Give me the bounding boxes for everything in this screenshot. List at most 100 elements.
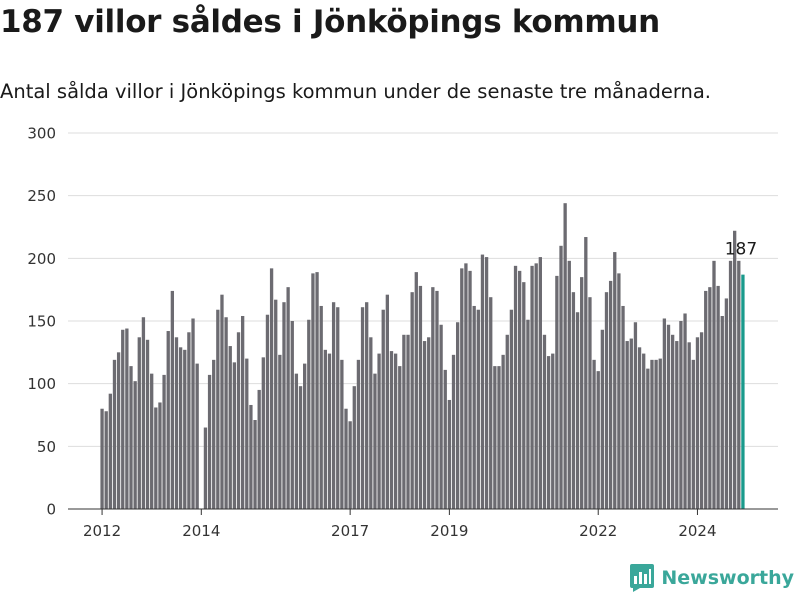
bar	[526, 319, 530, 509]
bar	[654, 359, 658, 509]
bar	[683, 313, 687, 509]
bar	[141, 317, 146, 509]
bar	[431, 287, 435, 509]
bar	[195, 363, 199, 509]
bar	[236, 332, 241, 509]
bar	[650, 359, 654, 509]
bar	[385, 294, 390, 509]
bar	[187, 332, 191, 509]
bar	[373, 373, 377, 509]
bar	[207, 374, 212, 509]
bar	[340, 359, 344, 509]
bar	[406, 334, 410, 509]
bar	[240, 315, 245, 509]
bar	[716, 285, 720, 509]
bar	[261, 357, 265, 509]
y-tick-label: 150	[27, 313, 56, 331]
bar	[377, 353, 381, 509]
chart-subtitle: Antal sålda villor i Jönköpings kommun u…	[0, 80, 711, 103]
x-tick-label: 2017	[331, 522, 369, 540]
bar	[398, 366, 402, 509]
bar	[298, 386, 303, 509]
bar	[613, 252, 617, 509]
bar	[708, 287, 712, 509]
bar	[278, 354, 282, 509]
bar	[145, 339, 150, 509]
bar	[174, 337, 179, 509]
bar	[546, 356, 551, 509]
bar	[728, 260, 733, 509]
y-tick-label: 200	[27, 250, 56, 268]
bar	[116, 352, 121, 509]
y-tick-label: 100	[27, 375, 56, 393]
bar	[480, 254, 485, 509]
bar	[460, 268, 464, 509]
bar	[331, 302, 336, 509]
bar	[435, 290, 439, 509]
bar	[617, 273, 621, 509]
bar	[468, 270, 472, 509]
newsworthy-logo-text: Newsworthy	[661, 567, 794, 589]
bar	[365, 302, 369, 509]
bar	[170, 290, 175, 509]
bar	[704, 290, 708, 509]
bar	[563, 203, 567, 509]
bar	[720, 315, 724, 509]
bar	[228, 346, 232, 509]
bar	[257, 389, 261, 509]
bar	[108, 393, 112, 509]
bar	[348, 421, 352, 509]
bar	[675, 341, 679, 509]
bar	[303, 363, 307, 509]
bar	[737, 260, 741, 509]
bar	[427, 337, 431, 509]
bar	[534, 263, 538, 509]
bar	[551, 353, 555, 509]
y-axis-ticks: 0 50 100 150 200 250 300	[27, 125, 56, 519]
bar	[621, 305, 625, 509]
bar	[178, 347, 183, 509]
bar	[555, 275, 559, 509]
bar	[447, 399, 452, 509]
bar	[212, 359, 216, 509]
bar	[600, 329, 605, 509]
bar	[571, 292, 576, 509]
bar	[402, 334, 406, 509]
bar	[691, 359, 695, 509]
newsworthy-logo-icon	[630, 564, 655, 592]
bar	[381, 309, 385, 509]
bar	[216, 309, 220, 509]
bar	[522, 282, 526, 509]
bar	[493, 366, 497, 509]
bar	[121, 329, 125, 509]
bar	[369, 337, 373, 509]
bar	[356, 359, 361, 509]
newsworthy-logo: Newsworthy	[630, 564, 794, 592]
bar	[410, 292, 414, 509]
bar	[307, 319, 311, 509]
bar	[245, 358, 249, 509]
bar	[646, 368, 650, 509]
bar	[712, 260, 716, 509]
bar	[125, 328, 129, 509]
y-tick-label: 250	[27, 187, 56, 205]
bar	[596, 371, 600, 509]
y-tick-label: 50	[37, 438, 56, 456]
bar	[439, 324, 443, 509]
bar	[588, 297, 592, 509]
bar	[389, 351, 394, 509]
bar	[443, 369, 447, 509]
bar	[100, 408, 104, 509]
bar	[418, 285, 423, 509]
bar	[315, 272, 319, 509]
bar	[203, 427, 208, 509]
bar	[513, 265, 518, 509]
bar	[629, 338, 633, 509]
bar	[637, 347, 642, 509]
bar	[422, 341, 427, 509]
bar	[733, 230, 737, 509]
bar	[360, 307, 365, 509]
bar	[489, 297, 493, 509]
bar	[232, 362, 237, 509]
y-tick-label: 300	[27, 125, 56, 143]
